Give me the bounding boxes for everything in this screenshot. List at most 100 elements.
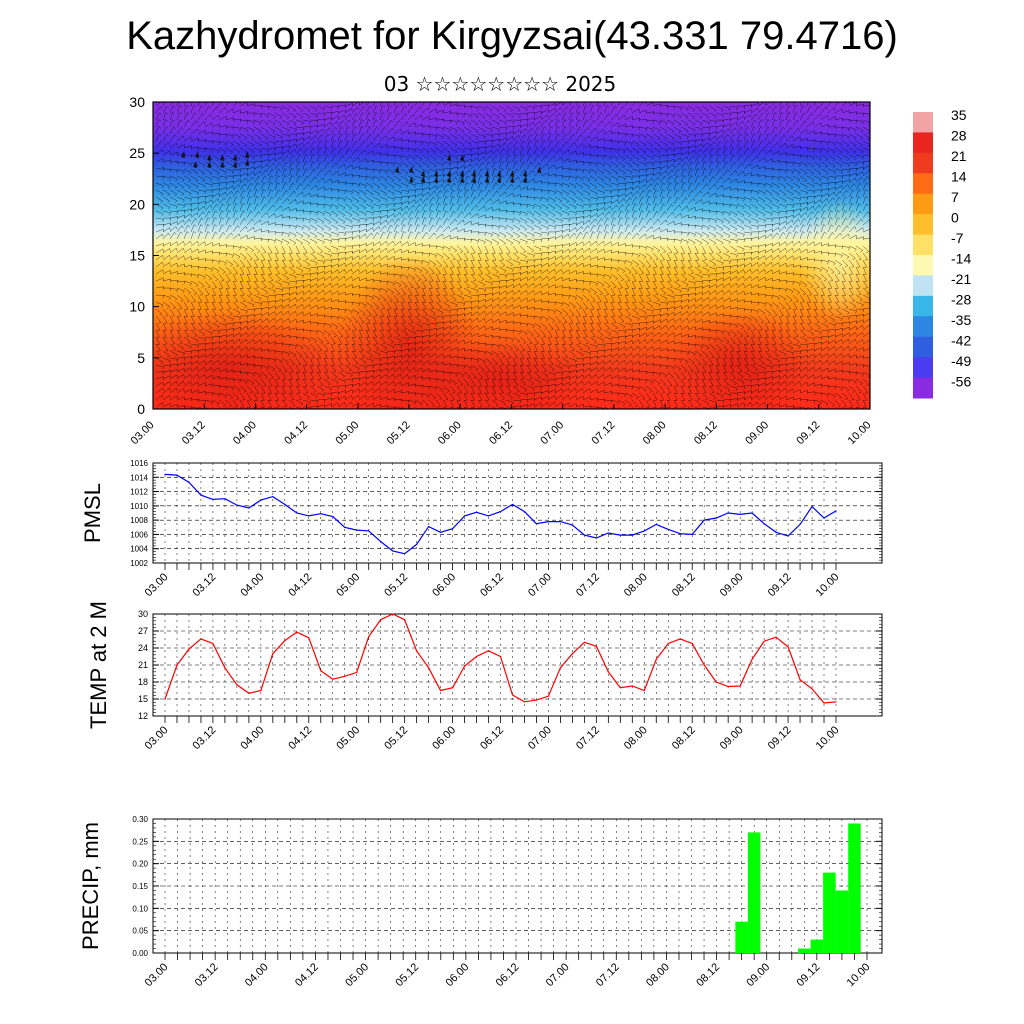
data-point [631, 685, 633, 687]
x-tick-label: 07.00 [526, 571, 554, 599]
precip-bar [810, 939, 824, 953]
warm-region [800, 200, 870, 320]
data-point [248, 507, 250, 509]
x-tick-label: 04.12 [286, 571, 314, 599]
data-point [188, 481, 190, 483]
data-point [679, 533, 681, 535]
x-tick-label: 08.12 [670, 571, 698, 599]
x-tick-label: 09.00 [744, 961, 772, 989]
precip-bar [747, 832, 761, 953]
x-tick-label: 07.00 [538, 419, 566, 447]
data-point [475, 655, 478, 658]
data-point [463, 515, 466, 517]
data-point [739, 513, 741, 516]
data-point [511, 694, 514, 696]
colorbar-swatch [913, 173, 933, 195]
data-point [296, 631, 298, 633]
y-tick-label: 30 [129, 94, 145, 110]
data-point [272, 653, 274, 655]
y-tick-label: 24 [138, 643, 148, 653]
data-point [344, 675, 346, 677]
colorbar-label: -49 [951, 353, 971, 369]
data-point [727, 685, 729, 688]
data-point [835, 510, 837, 512]
x-tick-label: 09.12 [766, 724, 794, 752]
x-tick-label: 05.00 [334, 724, 362, 752]
wind-flag [460, 170, 464, 177]
precip-bar [835, 890, 849, 953]
data-point [535, 523, 538, 525]
warm-region [153, 310, 340, 409]
data-point [703, 519, 705, 521]
colorbar-swatch [913, 275, 933, 297]
wind-flag [460, 176, 464, 183]
data-point [691, 642, 693, 645]
data-point [439, 531, 442, 533]
colorbar-label: -21 [951, 271, 971, 287]
colorbar-swatch [913, 295, 933, 317]
x-tick-label: 10.00 [814, 724, 842, 752]
x-tick-label: 07.00 [544, 961, 572, 989]
data-point [667, 528, 669, 531]
colorbar-swatch [913, 255, 933, 276]
data-point [751, 658, 753, 660]
data-point [451, 687, 454, 689]
data-point [607, 671, 609, 673]
x-tick-label: 09.00 [718, 571, 746, 599]
precip-panel: 0.00 0.05 0.10 0.15 0.20 0.25 0.30 03.00 03.12 04… [78, 815, 883, 989]
x-tick-label: 06.00 [436, 419, 464, 447]
cross-section-panel: 0 5 10 15 20 25 30 03.00 03.12 04.00 04.12 05.00 05.… [129, 94, 874, 447]
data-point [703, 664, 705, 666]
x-tick-label: 06.12 [478, 724, 506, 752]
y-tick-label: 0.30 [132, 815, 148, 824]
x-tick-label: 06.12 [494, 961, 522, 989]
data-point [332, 678, 334, 680]
colorbar-label: -28 [951, 292, 971, 308]
y-axis-title: PMSL [80, 483, 105, 543]
data-point [260, 499, 262, 501]
data-point [535, 699, 538, 701]
colorbar-swatch [913, 132, 933, 154]
x-tick-label: 06.00 [430, 571, 458, 599]
colorbar-swatch [913, 112, 933, 133]
wind-flag [193, 161, 197, 168]
data-point [320, 670, 322, 672]
colorbar-label: -42 [951, 333, 971, 349]
y-tick-label: 0 [137, 401, 145, 417]
y-tick-label: 18 [138, 677, 148, 687]
x-tick-label: 09.12 [794, 961, 822, 989]
data-point [487, 650, 490, 652]
wind-flag [207, 154, 211, 161]
data-point [320, 513, 322, 515]
y-tick-label: 1016 [130, 459, 148, 468]
wind-flag [395, 166, 399, 173]
data-point [212, 642, 214, 645]
data-point [344, 526, 346, 528]
wind-flag [220, 161, 224, 168]
colorbar-label: 21 [951, 148, 967, 164]
data-point [559, 667, 562, 669]
wind-flag [472, 176, 476, 183]
data-point [583, 641, 585, 643]
y-tick-label: 0.15 [132, 882, 148, 891]
wind-flag [207, 161, 211, 168]
data-point [475, 511, 478, 513]
x-tick-label: 03.12 [191, 724, 219, 752]
colorbar-swatch [913, 152, 933, 174]
data-point [188, 648, 190, 650]
colorbar-label: -35 [951, 312, 971, 328]
colorbar-label: 7 [951, 189, 959, 205]
data-point [404, 553, 406, 555]
data-point [428, 667, 430, 669]
data-point [308, 515, 310, 517]
data-point [296, 512, 298, 514]
x-tick-label: 04.00 [238, 724, 266, 752]
x-tick-label: 03.00 [143, 724, 171, 752]
x-tick-label: 04.00 [238, 571, 266, 599]
data-point [392, 613, 394, 615]
y-tick-label: 10 [129, 299, 145, 315]
colorbar-label: -56 [951, 374, 971, 390]
precip-bar [798, 948, 811, 953]
wind-flag [485, 170, 489, 177]
chart-subtitle: 03 ☆☆☆☆☆☆☆☆ 2025 [383, 72, 617, 96]
